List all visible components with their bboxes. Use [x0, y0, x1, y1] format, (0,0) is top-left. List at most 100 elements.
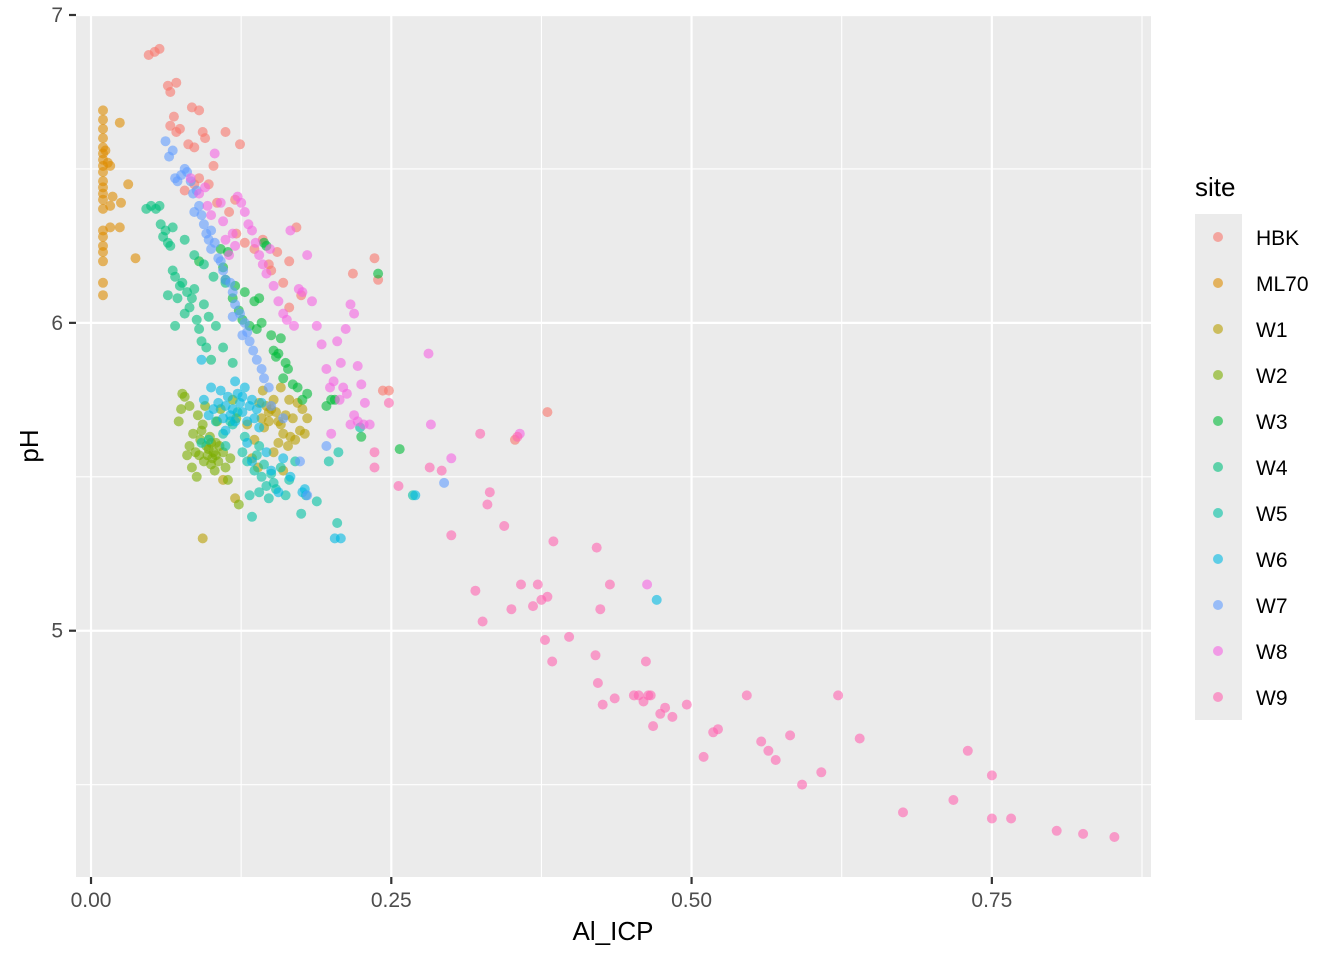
- data-point-w2: [186, 462, 197, 473]
- data-point-ml70: [123, 179, 134, 190]
- data-point-w9: [640, 656, 651, 667]
- data-point-w9: [424, 462, 435, 473]
- data-point-w9: [667, 711, 678, 722]
- data-point-w2: [209, 465, 220, 476]
- y-axis-title: pH: [14, 429, 44, 462]
- data-point-w9: [590, 650, 601, 661]
- data-point-w4: [203, 311, 214, 322]
- data-point-w7: [244, 336, 255, 347]
- minor-gridlines: [76, 15, 1151, 877]
- data-point-w1: [284, 394, 295, 405]
- data-point-w8: [642, 579, 653, 590]
- data-point-w9: [645, 690, 656, 701]
- x-tick-label: 0.00: [71, 889, 112, 912]
- data-point-w2: [196, 425, 207, 436]
- data-point-w8: [254, 250, 265, 261]
- data-point-ml70: [98, 231, 108, 242]
- data-point-hbk: [369, 253, 380, 264]
- data-point-w9: [609, 693, 620, 704]
- data-point-w9: [591, 542, 602, 553]
- data-point-w9: [484, 487, 495, 498]
- data-point-hbk: [542, 407, 553, 418]
- data-point-w7: [206, 225, 217, 236]
- data-point-ml70: [98, 133, 108, 144]
- data-point-w7: [278, 413, 289, 424]
- data-point-w8: [227, 228, 238, 239]
- data-point-w9: [592, 678, 603, 688]
- data-point-w1: [297, 404, 308, 415]
- data-point-w5: [333, 447, 344, 458]
- data-point-w6: [215, 385, 226, 396]
- data-point-w5: [296, 508, 307, 519]
- data-point-w8: [446, 453, 457, 464]
- data-point-w9: [948, 795, 959, 805]
- data-point-w8: [220, 234, 231, 245]
- data-point-hbk: [383, 385, 394, 396]
- data-point-w8: [257, 259, 268, 270]
- data-point-hbk: [284, 302, 295, 313]
- legend-key-w4: [1213, 462, 1223, 472]
- y-axis: 5 6 7: [51, 4, 76, 643]
- data-point-w8: [250, 237, 261, 248]
- data-point-hbk: [174, 123, 185, 134]
- data-point-w8: [316, 339, 327, 350]
- data-point-w2: [184, 401, 195, 411]
- data-point-w6: [651, 594, 662, 605]
- data-point-w3: [292, 382, 303, 393]
- data-point-w4: [227, 357, 238, 368]
- data-point-w9: [542, 591, 553, 602]
- data-point-w4: [155, 219, 166, 230]
- data-point-w9: [393, 481, 404, 491]
- data-point-w7: [248, 345, 259, 356]
- data-point-w9: [756, 736, 767, 747]
- data-points: [98, 43, 1120, 842]
- legend-label-w9: W9: [1256, 687, 1288, 710]
- data-point-w4: [186, 293, 197, 304]
- data-point-w7: [302, 490, 313, 501]
- data-point-w5: [237, 447, 248, 458]
- data-point-w9: [369, 462, 380, 473]
- data-point-w6: [247, 456, 257, 467]
- data-point-hbk: [179, 185, 190, 196]
- data-point-w7: [218, 265, 229, 276]
- legend-key-hbk: [1213, 232, 1223, 242]
- data-point-w2: [220, 462, 231, 473]
- data-point-w2: [182, 450, 193, 461]
- legend-key-w2: [1213, 370, 1223, 380]
- data-point-w1: [263, 416, 274, 427]
- data-point-w9: [785, 730, 796, 741]
- data-point-w8: [209, 148, 220, 159]
- data-point-w3: [302, 388, 313, 399]
- legend-key-w6: [1213, 554, 1223, 564]
- data-point-w4: [208, 271, 219, 282]
- data-point-w7: [209, 237, 220, 248]
- data-point-hbk: [278, 277, 289, 288]
- data-point-w6: [249, 413, 260, 424]
- data-point-w9: [986, 813, 997, 824]
- legend-key-w7: [1213, 600, 1223, 610]
- data-point-hbk: [284, 256, 295, 267]
- data-point-w9: [660, 702, 671, 713]
- data-point-w8: [349, 308, 360, 319]
- data-point-w6: [237, 391, 248, 402]
- data-point-w4: [189, 250, 200, 261]
- data-point-w8: [307, 296, 317, 307]
- data-point-ml70: [98, 277, 108, 288]
- data-point-w6: [254, 422, 265, 433]
- data-point-hbk: [165, 120, 176, 131]
- data-point-w9: [1006, 813, 1017, 824]
- data-point-w6: [335, 533, 346, 544]
- data-point-w9: [512, 431, 523, 442]
- legend-label-w1: W1: [1256, 319, 1288, 342]
- data-point-w8: [194, 188, 205, 199]
- x-tick-label: 0.75: [971, 889, 1012, 912]
- data-point-w8: [334, 394, 345, 405]
- major-gridlines: [76, 13, 1151, 877]
- data-point-w7: [167, 145, 178, 156]
- data-point-w4: [165, 240, 176, 251]
- data-point-w9: [770, 755, 781, 765]
- data-point-w1: [273, 437, 284, 448]
- data-point-hbk: [200, 133, 211, 144]
- data-point-w8: [247, 225, 257, 236]
